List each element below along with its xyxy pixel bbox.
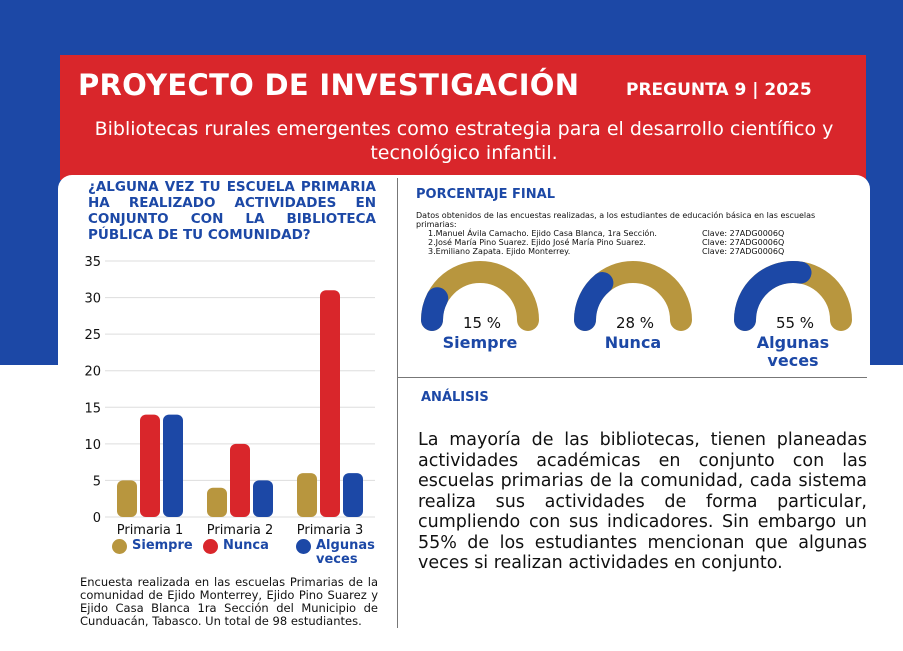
content-card xyxy=(58,175,870,651)
title: PROYECTO DE INVESTIGACIÓN xyxy=(78,68,580,102)
y-tick-label: 20 xyxy=(84,365,101,380)
legend-label: Siempre xyxy=(132,538,193,553)
bar xyxy=(207,487,227,517)
legend-item: Nunca xyxy=(203,539,269,554)
subtitle: Bibliotecas rurales emergentes como estr… xyxy=(94,118,834,164)
gauge-value xyxy=(421,287,449,331)
legend-item: Algunas veces xyxy=(296,539,378,567)
school-name: 2.José María Pino Suarez. Ejido José Mar… xyxy=(428,238,646,247)
question-label: PREGUNTA 9 | 2025 xyxy=(626,80,812,100)
y-tick-label: 30 xyxy=(84,292,101,307)
gauge-value-label: 15 % xyxy=(463,314,501,332)
school-code: Clave: 27ADG0006Q xyxy=(702,229,785,238)
legend-label: Algunas veces xyxy=(316,538,375,567)
data-source: Datos obtenidos de las encuestas realiza… xyxy=(416,211,856,256)
school-row: 3.Emiliano Zapata. Ejido Monterrey. Clave… xyxy=(416,247,856,256)
section-title: PORCENTAJE FINAL xyxy=(416,187,555,202)
school-name: 3.Emiliano Zapata. Ejido Monterrey. xyxy=(428,247,571,256)
gauge-value xyxy=(574,272,614,331)
legend-swatch xyxy=(296,539,311,554)
bar xyxy=(230,443,250,517)
analysis-text: La mayoría de las bibliotecas, tienen pl… xyxy=(418,430,867,573)
gauge-label: Nunca xyxy=(604,333,662,352)
y-tick-label: 15 xyxy=(84,401,101,416)
header-box xyxy=(60,55,866,180)
x-tick-label: Primaria 3 xyxy=(297,523,364,538)
chart-note: Encuesta realizada en las escuelas Prima… xyxy=(80,575,378,628)
gauge-value-label: 28 % xyxy=(616,314,654,332)
y-tick-label: 10 xyxy=(84,438,101,453)
legend-swatch xyxy=(112,539,127,554)
bar xyxy=(343,473,363,517)
chart-title: ¿ALGUNA VEZ TU ESCUELA PRIMARIA HA REALI… xyxy=(88,179,376,243)
bar xyxy=(117,480,137,517)
bar xyxy=(140,414,160,517)
bar xyxy=(320,290,340,517)
y-tick-label: 5 xyxy=(93,474,101,489)
gauge-label: Algunas veces xyxy=(756,333,830,370)
y-tick-label: 0 xyxy=(93,511,101,526)
school-row: 1.Manuel Ávila Camacho. Ejido Casa Blanc… xyxy=(416,229,856,238)
bar xyxy=(297,473,317,517)
legend-label: Nunca xyxy=(223,538,269,553)
y-tick-label: 35 xyxy=(84,255,101,270)
legend-swatch xyxy=(203,539,218,554)
gauge-value xyxy=(734,261,812,331)
bar xyxy=(253,480,273,517)
school-code: Clave: 27ADG0006Q xyxy=(702,238,785,247)
school-row: 2.José María Pino Suarez. Ejido José Mar… xyxy=(416,238,856,247)
divider xyxy=(397,377,867,378)
section-title: ANÁLISIS xyxy=(421,390,489,405)
gauge-label: Siempre xyxy=(442,333,518,352)
bar xyxy=(163,414,183,517)
data-intro: Datos obtenidos de las encuestas realiza… xyxy=(416,211,816,229)
school-name: 1.Manuel Ávila Camacho. Ejido Casa Blanc… xyxy=(428,229,657,238)
gauge-value-label: 55 % xyxy=(776,314,814,332)
divider xyxy=(397,178,398,628)
school-code: Clave: 27ADG0006Q xyxy=(702,247,785,256)
x-tick-label: Primaria 1 xyxy=(117,523,184,538)
legend-item: Siempre xyxy=(112,539,193,554)
y-tick-label: 25 xyxy=(84,328,101,343)
x-tick-label: Primaria 2 xyxy=(207,523,274,538)
